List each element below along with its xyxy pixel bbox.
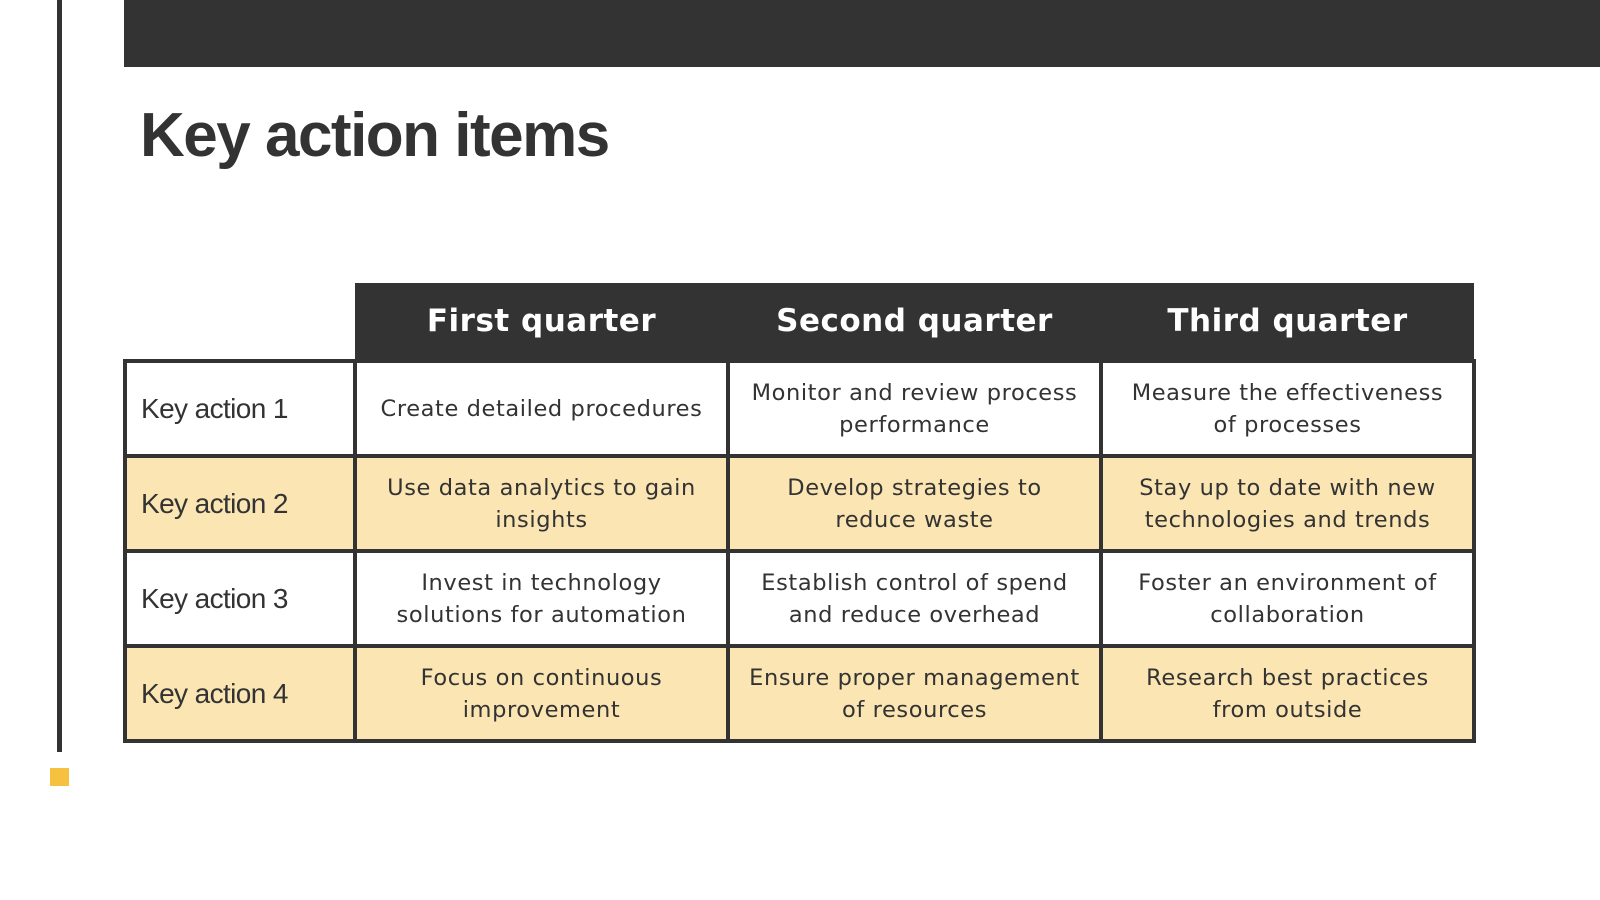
cell-text: Invest in technology solutions for autom… bbox=[396, 569, 687, 628]
table-cell: Develop strategies to reduce waste bbox=[726, 454, 1103, 553]
table-row: Key action 3 Invest in technology soluti… bbox=[123, 549, 1476, 648]
slide-title: Key action items bbox=[140, 101, 610, 170]
table-row: Key action 1 Create detailed procedures … bbox=[123, 359, 1476, 458]
row-label-key-action-1: Key action 1 bbox=[123, 359, 357, 458]
column-header-third-quarter: Third quarter bbox=[1101, 283, 1474, 361]
table-cell: Foster an environment of collaboration bbox=[1099, 549, 1476, 648]
cell-text: Establish control of spend and reduce ov… bbox=[761, 569, 1068, 628]
table-cell: Use data analytics to gain insights bbox=[353, 454, 730, 553]
column-header-second-quarter: Second quarter bbox=[728, 283, 1101, 361]
row-label-key-action-4: Key action 4 bbox=[123, 644, 357, 743]
table-corner-cell bbox=[125, 283, 355, 361]
action-items-table: First quarter Second quarter Third quart… bbox=[123, 283, 1476, 743]
cell-text: Ensure proper management of resources bbox=[749, 664, 1080, 723]
row-label-key-action-2: Key action 2 bbox=[123, 454, 357, 553]
table-row: Key action 2 Use data analytics to gain … bbox=[123, 454, 1476, 553]
cell-text: Develop strategies to reduce waste bbox=[787, 474, 1042, 533]
row-label-key-action-3: Key action 3 bbox=[123, 549, 357, 648]
table-cell: Focus on continuous improvement bbox=[353, 644, 730, 743]
table-cell: Measure the effectiveness of processes bbox=[1099, 359, 1476, 458]
cell-text: Research best practices from outside bbox=[1146, 664, 1429, 723]
cell-text: Stay up to date with new technologies an… bbox=[1139, 474, 1436, 533]
cell-text: Use data analytics to gain insights bbox=[387, 474, 696, 533]
cell-text: Measure the effectiveness of processes bbox=[1131, 379, 1444, 438]
table-cell: Research best practices from outside bbox=[1099, 644, 1476, 743]
left-vertical-rule bbox=[57, 0, 62, 752]
table-cell: Ensure proper management of resources bbox=[726, 644, 1103, 743]
table-cell: Establish control of spend and reduce ov… bbox=[726, 549, 1103, 648]
cell-text: Foster an environment of collaboration bbox=[1138, 569, 1437, 628]
cell-text: Focus on continuous improvement bbox=[420, 664, 663, 723]
table-cell: Monitor and review process performance bbox=[726, 359, 1103, 458]
table-header-row: First quarter Second quarter Third quart… bbox=[125, 283, 1474, 361]
table-cell: Invest in technology solutions for autom… bbox=[353, 549, 730, 648]
table-row: Key action 4 Focus on continuous improve… bbox=[123, 644, 1476, 743]
table-cell: Create detailed procedures bbox=[353, 359, 730, 458]
accent-square bbox=[50, 768, 69, 786]
cell-text: Create detailed procedures bbox=[380, 395, 703, 422]
header-bar bbox=[124, 0, 1600, 67]
column-header-first-quarter: First quarter bbox=[355, 283, 728, 361]
cell-text: Monitor and review process performance bbox=[751, 379, 1078, 438]
table-cell: Stay up to date with new technologies an… bbox=[1099, 454, 1476, 553]
